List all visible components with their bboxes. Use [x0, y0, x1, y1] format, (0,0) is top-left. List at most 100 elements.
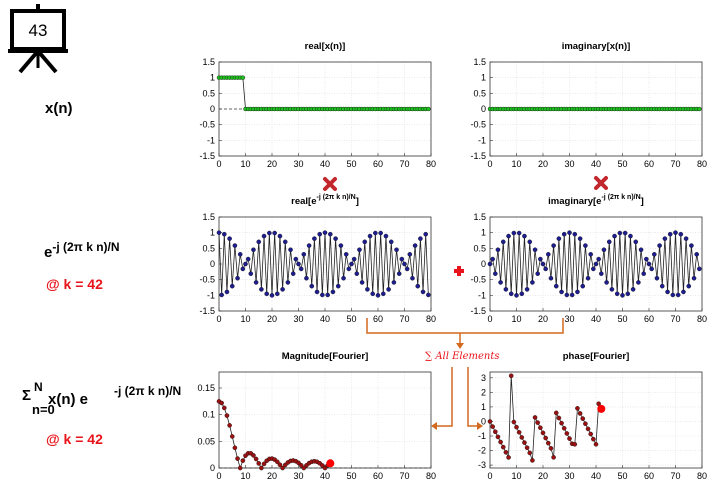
data-point — [251, 453, 256, 458]
x-tick-label: 60 — [644, 471, 654, 481]
data-point — [272, 230, 277, 236]
data-point — [630, 287, 636, 292]
data-point — [500, 444, 506, 450]
y-tick-label: 1 — [210, 228, 215, 238]
data-point — [620, 293, 625, 298]
x-tick-label: 20 — [267, 471, 277, 481]
x-tick-label: 80 — [426, 159, 436, 169]
data-point — [527, 450, 533, 456]
x-tick-label: 60 — [373, 159, 383, 169]
y-tick-label: 0 — [481, 259, 486, 269]
x-tick-label: 0 — [216, 159, 221, 169]
k-label-2: @ k = 42 — [46, 431, 103, 447]
data-point — [216, 230, 222, 235]
data-point — [583, 243, 588, 248]
y-tick-label: 3 — [481, 373, 486, 383]
data-point — [490, 424, 495, 429]
data-point — [572, 442, 578, 447]
x-tick-label: 20 — [267, 314, 277, 324]
data-point — [293, 256, 299, 262]
data-point — [251, 247, 256, 253]
data-point — [575, 406, 580, 411]
data-point — [333, 236, 338, 241]
x-tick-label: 30 — [293, 159, 303, 169]
data-point — [314, 289, 320, 295]
y-tick-label: -3 — [478, 460, 486, 470]
data-point — [219, 400, 224, 406]
x-tick-label: 50 — [617, 471, 627, 481]
data-point — [229, 434, 235, 439]
y-tick-label: 2 — [481, 387, 486, 397]
data-point — [495, 247, 501, 253]
y-tick-label: 1 — [481, 228, 486, 238]
plus-icon — [454, 266, 464, 276]
data-point — [317, 231, 323, 237]
x-tick-label: 60 — [644, 159, 654, 169]
x-tick-label: 80 — [426, 314, 436, 324]
y-tick-label: -2 — [478, 446, 486, 456]
data-point — [530, 280, 535, 285]
x-tick-label: 0 — [487, 471, 492, 481]
sum-annotation: ∑ All Elements — [425, 351, 500, 362]
y-tick-label: 1.5 — [202, 212, 215, 222]
data-point — [636, 280, 641, 285]
data-point — [617, 230, 623, 236]
data-point — [530, 458, 535, 463]
y-tick-label: -1 — [207, 290, 215, 300]
data-point — [227, 236, 232, 241]
series-line — [489, 232, 700, 296]
data-point — [404, 266, 410, 272]
data-point — [628, 233, 633, 239]
data-point — [551, 455, 556, 460]
data-point — [320, 292, 325, 298]
data-point — [662, 236, 668, 241]
data-point — [415, 283, 421, 289]
data-point — [516, 230, 522, 236]
data-point — [575, 289, 580, 295]
data-point — [503, 449, 509, 455]
data-point — [423, 231, 429, 237]
data-point — [599, 271, 604, 276]
data-point — [298, 462, 304, 468]
data-point — [588, 252, 594, 257]
y-tick-label: 0.15 — [197, 383, 215, 393]
x-tick-label: 30 — [564, 314, 574, 324]
data-point — [538, 425, 543, 431]
k-label: @ k = 42 — [46, 276, 103, 292]
x-tick-label: 80 — [697, 159, 707, 169]
data-point — [559, 289, 564, 295]
multiply-icon-left — [323, 177, 337, 191]
data-point — [399, 256, 405, 262]
data-point — [418, 236, 423, 241]
data-point — [567, 230, 572, 235]
data-point — [675, 292, 681, 298]
x-tick-label: 60 — [644, 314, 654, 324]
data-point — [394, 247, 399, 253]
x-tick-label: 30 — [293, 314, 303, 324]
data-point — [349, 261, 354, 267]
data-point — [646, 261, 652, 267]
right-arrowhead — [477, 422, 483, 430]
data-point — [274, 459, 280, 465]
data-point — [235, 456, 240, 461]
data-point — [553, 410, 559, 416]
data-point — [237, 252, 243, 257]
left-arrowhead — [431, 422, 437, 430]
data-point — [373, 230, 378, 236]
data-point — [665, 289, 670, 295]
data-point — [219, 292, 224, 298]
data-point — [498, 439, 503, 445]
x-tick-label: 40 — [591, 471, 601, 481]
data-point — [591, 266, 596, 272]
x-tick-label: 70 — [399, 159, 409, 169]
x-tick-label: 40 — [320, 314, 330, 324]
data-point — [301, 252, 307, 257]
left-arrow — [436, 367, 453, 427]
data-point — [551, 243, 556, 248]
y-tick-label: -0.5 — [470, 120, 486, 130]
data-point — [548, 446, 554, 451]
y-tick-label: 0.5 — [473, 88, 486, 98]
chart-real-exp: 0 10 20 30 40 50 60 70 80 -1.5 -1 -0.5 0 0.5 1 1.5 real[… — [199, 194, 436, 324]
data-point — [245, 256, 251, 262]
data-point — [697, 106, 702, 112]
